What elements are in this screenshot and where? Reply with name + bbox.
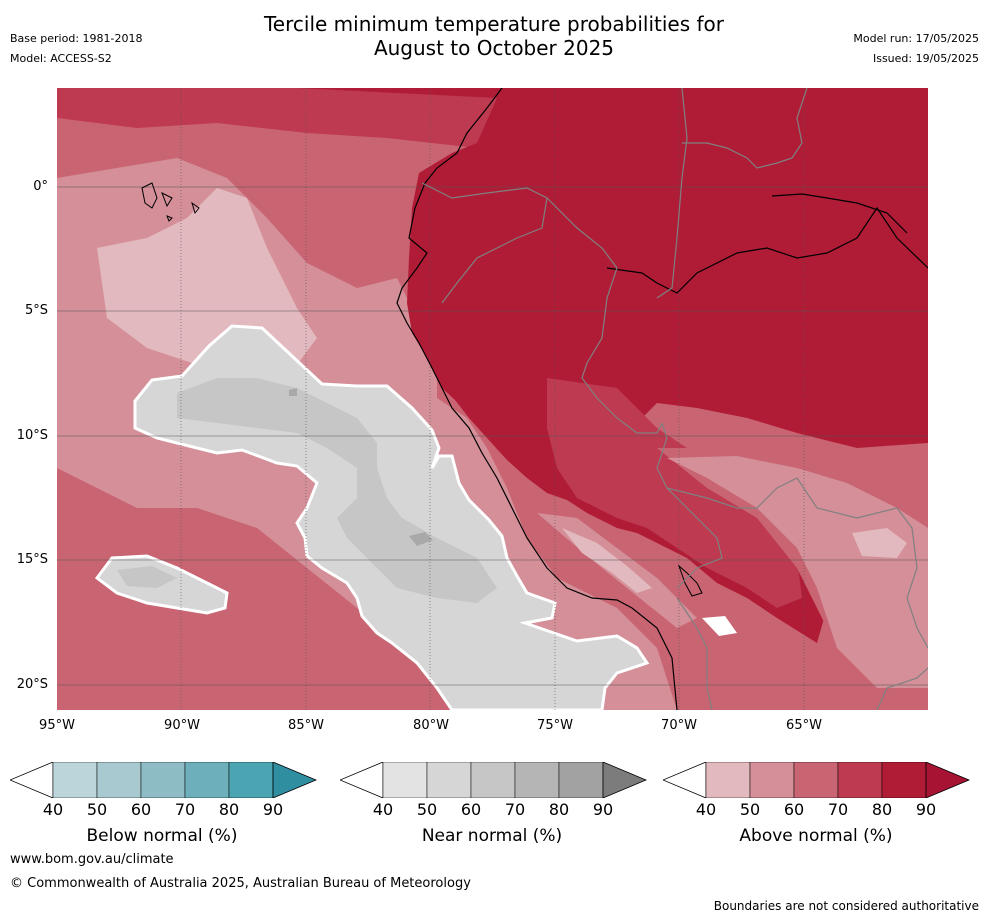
legend-below-label: Below normal (%) — [86, 826, 238, 846]
issued-text: Issued: 19/05/2025 — [872, 52, 979, 65]
lon-tick-80w: 80°W — [413, 718, 449, 733]
amazon-river — [606, 206, 928, 294]
lat-tick-0: 0° — [33, 179, 48, 194]
lon-tick-90w: 90°W — [164, 718, 200, 733]
above-80-continent-south — [547, 378, 802, 608]
near-tick-40: 40 — [372, 800, 394, 819]
above-tick-80: 80 — [871, 800, 893, 819]
near-tick-70: 70 — [504, 800, 526, 819]
near-tick-90: 90 — [592, 800, 614, 819]
disclaimer-text: Boundaries are not considered authoritat… — [713, 899, 979, 913]
map-title: Tercile minimum temperature probabilitie… — [0, 12, 988, 60]
legend-above-bar — [661, 761, 971, 799]
probability-map — [57, 88, 928, 710]
near-tick-60: 60 — [460, 800, 482, 819]
near-normal-spot — [409, 532, 433, 546]
galapagos-islands — [141, 182, 200, 222]
near-normal-core — [177, 378, 497, 603]
below-tick-80: 80 — [218, 800, 240, 819]
model-text: Model: ACCESS-S2 — [10, 52, 112, 65]
country-borders — [421, 88, 928, 710]
lon-tick-65w: 65°W — [786, 718, 822, 733]
lon-tick-70w: 70°W — [661, 718, 697, 733]
lat-tick-20s: 20°S — [16, 677, 48, 692]
meta-left: Base period: 1981-2018 Model: ACCESS-S2 — [10, 29, 142, 69]
below-tick-70: 70 — [174, 800, 196, 819]
above-tick-90: 90 — [915, 800, 937, 819]
lon-tick-95w: 95°W — [39, 718, 75, 733]
below-tick-40: 40 — [42, 800, 64, 819]
upper-river — [771, 193, 908, 234]
legend-near-label: Near normal (%) — [421, 826, 563, 846]
meta-right: Model run: 17/05/2025 Issued: 19/05/2025 — [853, 29, 979, 69]
above-40-coast-spot — [702, 616, 737, 636]
lat-tick-15s: 15°S — [16, 552, 48, 567]
legend-below-normal — [8, 761, 320, 802]
graticule — [57, 88, 928, 710]
legend-near-normal — [338, 761, 650, 802]
lake-titicaca — [677, 564, 703, 597]
near-normal-sw-core — [117, 566, 177, 588]
lat-tick-5s: 5°S — [24, 303, 48, 318]
website-link[interactable]: www.bom.gov.au/climate — [10, 852, 174, 867]
model-run-text: Model run: 17/05/2025 — [853, 32, 979, 45]
above-tick-40: 40 — [695, 800, 717, 819]
near-normal-spot-2 — [289, 388, 297, 396]
lat-tick-10s: 10°S — [16, 428, 48, 443]
below-tick-50: 50 — [86, 800, 108, 819]
lon-tick-75w: 75°W — [537, 718, 573, 733]
above-60-continent-south — [667, 456, 928, 688]
lon-tick-85w: 85°W — [288, 718, 324, 733]
near-tick-50: 50 — [416, 800, 438, 819]
below-tick-60: 60 — [130, 800, 152, 819]
legend-near-bar — [338, 761, 648, 799]
above-tick-70: 70 — [827, 800, 849, 819]
above-50-continent-patch — [852, 528, 907, 558]
below-tick-90: 90 — [262, 800, 284, 819]
near-tick-80: 80 — [548, 800, 570, 819]
legend-above-normal — [661, 761, 973, 802]
map-title-line1: Tercile minimum temperature probabilitie… — [263, 12, 725, 36]
above-50-coast-strip — [562, 528, 652, 593]
base-period-text: Base period: 1981-2018 — [10, 32, 143, 45]
map-title-line2: August to October 2025 — [373, 36, 615, 60]
legend-below-bar — [8, 761, 318, 799]
above-tick-60: 60 — [783, 800, 805, 819]
above-tick-50: 50 — [739, 800, 761, 819]
copyright-text: © Commonwealth of Australia 2025, Austra… — [10, 876, 471, 891]
legend-above-label: Above normal (%) — [739, 826, 893, 846]
coastline — [396, 88, 678, 710]
